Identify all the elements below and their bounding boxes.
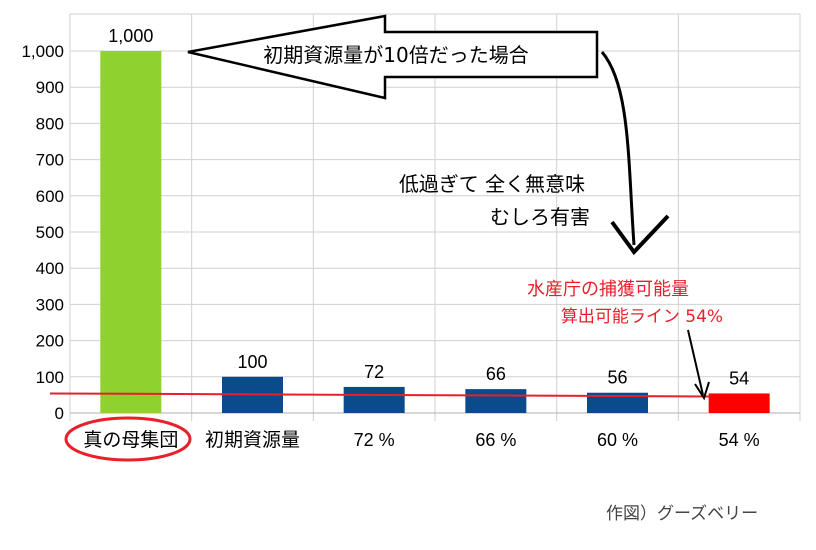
data-labels: 1,000 100 72 66 56 54 xyxy=(108,26,749,388)
x-tick-label-2: 72 % xyxy=(354,430,395,450)
reference-line xyxy=(49,392,711,398)
annotation-arrow-shape xyxy=(187,14,599,100)
red-note-line-2: 算出可能ライン 54% xyxy=(561,307,723,327)
bar-3 xyxy=(465,389,527,413)
pointer-arrow-head xyxy=(694,381,710,401)
comment-line-1: 低過ぎて 全く無意味 xyxy=(399,172,585,196)
y-tick-label: 300 xyxy=(36,295,64,314)
x-tick-label-4: 60 % xyxy=(597,430,638,450)
y-tick-label: 400 xyxy=(36,259,64,278)
highlight-ellipse xyxy=(64,416,192,462)
data-label-5: 54 xyxy=(729,368,749,388)
curved-arrow-line xyxy=(600,51,636,246)
data-label-0: 1,000 xyxy=(108,26,153,46)
y-tick-label: 200 xyxy=(36,332,64,351)
data-label-4: 56 xyxy=(607,368,627,388)
data-label-2: 72 xyxy=(364,362,384,382)
data-label-3: 66 xyxy=(486,364,506,384)
x-axis-tick-labels: 真の母集団 初期資源量 72 % 66 % 60 % 54 % xyxy=(83,429,759,451)
reference-line-54 xyxy=(49,392,711,398)
curved-arrow-head xyxy=(610,214,670,256)
pointer-arrow-line xyxy=(687,329,704,396)
y-tick-label: 1,000 xyxy=(21,42,64,61)
red-note-line-1: 水産庁の捕獲可能量 xyxy=(527,279,689,300)
bar-0 xyxy=(100,51,162,413)
comment-line-2: むしろ有害 xyxy=(490,205,590,229)
y-tick-label: 700 xyxy=(36,151,64,170)
y-axis-tick-labels: 0 100 200 300 400 500 600 700 800 900 1,000 xyxy=(21,42,64,423)
y-tick-label: 600 xyxy=(36,187,64,206)
y-tick-label: 800 xyxy=(36,114,64,133)
x-tick-label-0: 真の母集団 xyxy=(83,429,178,451)
bar-4 xyxy=(587,392,648,413)
bar-5 xyxy=(708,393,770,413)
x-tick-label-5: 54 % xyxy=(719,430,760,450)
y-tick-label: 500 xyxy=(36,223,64,242)
bar-2 xyxy=(343,386,405,413)
y-tick-label: 100 xyxy=(36,368,64,387)
y-tick-label: 900 xyxy=(36,78,64,97)
y-tick-label: 0 xyxy=(55,404,64,423)
x-tick-label-3: 66 % xyxy=(475,430,516,450)
credit-text: 作図）グーズベリー xyxy=(606,504,759,524)
x-tick-label-1: 初期資源量 xyxy=(205,429,300,451)
data-label-1: 100 xyxy=(237,352,267,372)
annotation-arrow-text: 初期資源量が10倍だった場合 xyxy=(263,43,528,67)
